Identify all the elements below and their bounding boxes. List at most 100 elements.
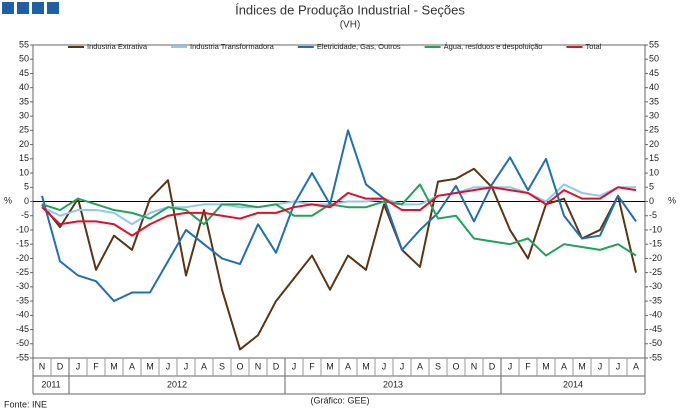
y2-tick-label: -20 [649,253,662,263]
y-tick-label: 30 [19,111,29,121]
x-tick-label: D [489,361,496,371]
x-tick-label: A [417,361,423,371]
x-tick-label: J [400,361,405,371]
y-tick-label: 40 [19,82,29,92]
year-label: 2014 [563,379,583,389]
y2-tick-label: -55 [649,352,662,362]
logo-block [2,2,14,14]
x-tick-label: N [39,361,46,371]
x-tick-label: J [76,361,81,371]
y2-tick-label: 50 [649,54,659,64]
y-tick-label: -20 [16,253,29,263]
y-tick-label: 50 [19,54,29,64]
y-tick-label: -10 [16,224,29,234]
y2-tick-label: 20 [649,139,659,149]
x-tick-label: M [326,361,334,371]
legend-label: Eletricidade, Gas, Outros [317,42,401,51]
x-tick-label: D [273,361,280,371]
x-tick-label: F [93,361,99,371]
y2-tick-label: 15 [649,153,659,163]
y2-tick-label: -35 [649,295,662,305]
legend-label: Industria Transformadora [190,42,275,51]
y-tick-label: 25 [19,125,29,135]
y-tick-label: -55 [16,352,29,362]
x-tick-label: N [471,361,478,371]
x-tick-label: S [219,361,225,371]
y-tick-label: 35 [19,96,29,106]
y2-tick-label: -30 [649,281,662,291]
x-tick-label: M [578,361,586,371]
y-tick-label: -45 [16,324,29,334]
x-tick-label: J [292,361,297,371]
x-tick-label: J [508,361,513,371]
x-tick-label: A [129,361,135,371]
y-tick-label: -15 [16,239,29,249]
y-axis-label: % [4,195,12,205]
chart-title: Índices de Produção Industrial - Seções [235,2,465,17]
x-tick-label: J [184,361,189,371]
y2-axis-label: % [668,195,676,205]
y2-tick-label: 25 [649,125,659,135]
x-tick-label: M [362,361,370,371]
y2-tick-label: -15 [649,239,662,249]
y2-tick-label: 45 [649,68,659,78]
x-tick-label: M [110,361,118,371]
year-label: 2012 [167,379,187,389]
x-tick-label: J [616,361,621,371]
x-tick-label: M [146,361,154,371]
y2-tick-label: 35 [649,96,659,106]
y2-tick-label: -50 [649,338,662,348]
series-line [41,183,636,226]
x-tick-label: O [236,361,243,371]
logo-block [17,2,29,14]
legend-label: Industria Extrativa [87,42,148,51]
chart-subtitle: (VH) [340,20,361,31]
year-label: 2013 [383,379,403,389]
y2-tick-label: -40 [649,310,662,320]
x-tick-label: M [542,361,550,371]
logo-block [47,2,59,14]
y-tick-label: 10 [19,167,29,177]
y-tick-label: -30 [16,281,29,291]
y-tick-label: 20 [19,139,29,149]
y2-tick-label: -5 [649,210,657,220]
source: Fonte: INE [4,399,47,409]
y-tick-label: -40 [16,310,29,320]
series-line [41,167,637,351]
x-tick-label: S [435,361,441,371]
y-tick-label: -25 [16,267,29,277]
y-tick-label: 15 [19,153,29,163]
x-tick-label: J [166,361,171,371]
legend-label: Total [585,42,601,51]
y-tick-label: -35 [16,295,29,305]
y2-tick-label: -10 [649,224,662,234]
y-tick-label: 45 [19,68,29,78]
y2-tick-label: 40 [649,82,659,92]
y2-tick-label: -25 [649,267,662,277]
y2-tick-label: 10 [649,167,659,177]
y2-tick-label: 55 [649,39,659,49]
x-tick-label: A [633,361,639,371]
legend-label: Água, resíduos e despoluição [444,42,543,51]
x-tick-label: F [309,361,315,371]
x-tick-label: A [561,361,567,371]
y2-tick-label: 30 [649,111,659,121]
logo-block [32,2,44,14]
y2-tick-label: 5 [649,182,654,192]
series-line [41,186,637,237]
year-label: 2011 [41,379,60,389]
y2-tick-label: -45 [649,324,662,334]
series-line [41,129,637,303]
credit: (Gráfico: GEE) [310,395,369,405]
y-tick-label: 55 [19,39,29,49]
y-tick-label: -5 [21,210,29,220]
y-tick-label: -50 [16,338,29,348]
x-tick-label: N [255,361,262,371]
x-tick-label: O [452,361,459,371]
y-tick-label: 5 [24,182,29,192]
y-tick-label: 0 [24,196,29,206]
x-tick-label: D [57,361,64,371]
x-tick-label: A [201,361,207,371]
x-tick-label: A [345,361,351,371]
